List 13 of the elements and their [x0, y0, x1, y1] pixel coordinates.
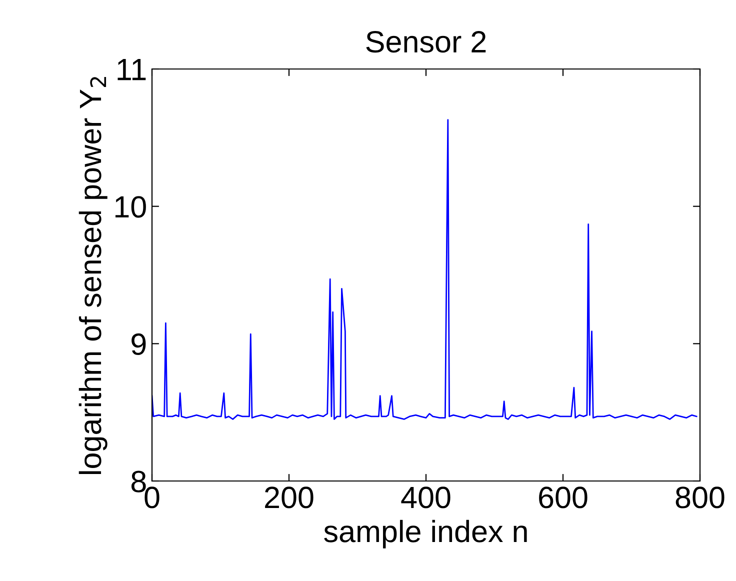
chart-title: Sensor 2 — [366, 30, 486, 53]
x-tick-label: 600 — [539, 486, 588, 508]
x-tick-label: 400 — [401, 486, 450, 508]
line-series — [152, 119, 698, 420]
y-tick-label: 8 — [131, 470, 146, 492]
x-axis-title: sample index n — [324, 520, 527, 548]
x-tick-label: 200 — [265, 486, 314, 508]
x-tick-label: 800 — [676, 486, 724, 508]
x-tick-label: 0 — [144, 486, 160, 508]
y-tick-label: 10 — [115, 196, 146, 218]
y-tick-label: 11 — [118, 59, 146, 80]
y-axis-title: logarithm of sensed power Y$_{2}$ — [78, 77, 108, 474]
y-tick-label: 9 — [132, 333, 146, 356]
